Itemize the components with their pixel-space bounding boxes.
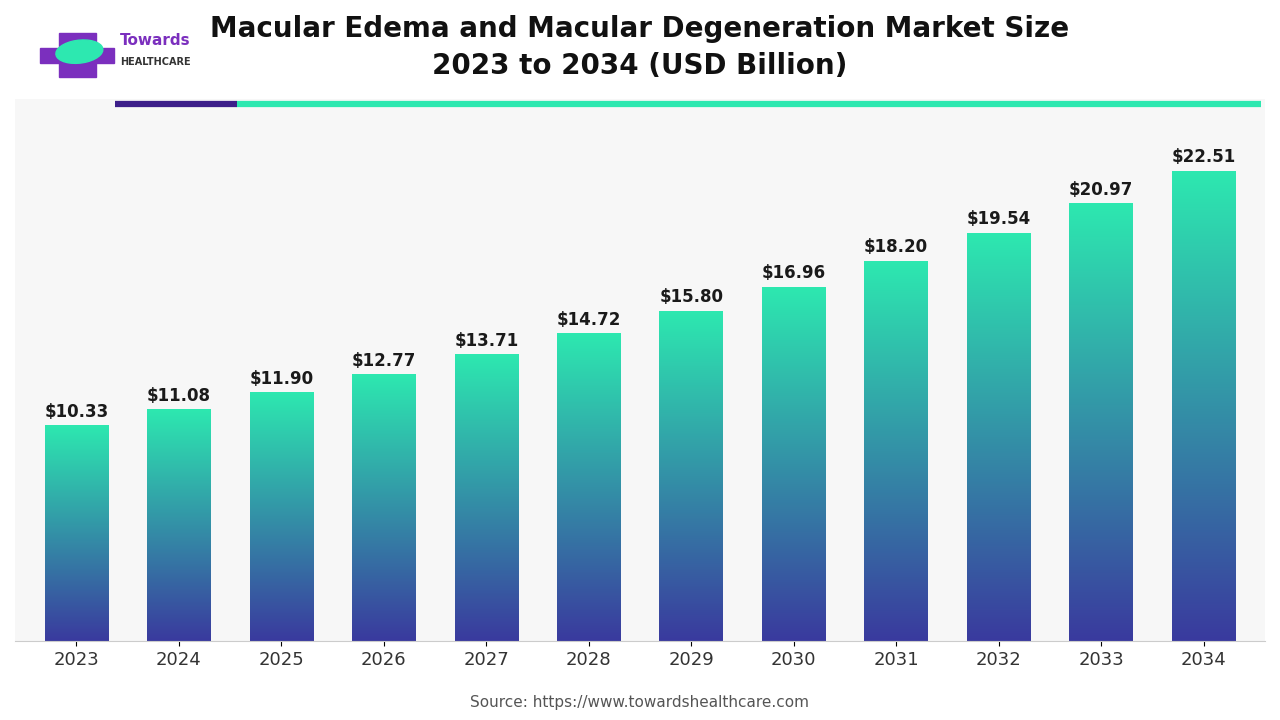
Text: $12.77: $12.77 — [352, 351, 416, 369]
Text: $19.54: $19.54 — [966, 210, 1030, 228]
Bar — [41, 48, 114, 63]
Text: $14.72: $14.72 — [557, 311, 621, 329]
Ellipse shape — [56, 40, 102, 63]
Bar — [59, 33, 96, 76]
Title: Macular Edema and Macular Degeneration Market Size
2023 to 2034 (USD Billion): Macular Edema and Macular Degeneration M… — [210, 15, 1070, 80]
Text: $22.51: $22.51 — [1171, 148, 1235, 166]
Text: HEALTHCARE: HEALTHCARE — [120, 58, 191, 68]
Text: $13.71: $13.71 — [454, 332, 518, 350]
Text: Source: https://www.towardshealthcare.com: Source: https://www.towardshealthcare.co… — [471, 695, 809, 710]
Text: $20.97: $20.97 — [1069, 181, 1133, 199]
Text: $10.33: $10.33 — [45, 402, 109, 420]
Text: $11.08: $11.08 — [147, 387, 211, 405]
Text: $15.80: $15.80 — [659, 289, 723, 307]
Text: $11.90: $11.90 — [250, 370, 314, 388]
Text: Towards: Towards — [120, 33, 191, 48]
Text: $18.20: $18.20 — [864, 238, 928, 256]
Text: $16.96: $16.96 — [762, 264, 826, 282]
